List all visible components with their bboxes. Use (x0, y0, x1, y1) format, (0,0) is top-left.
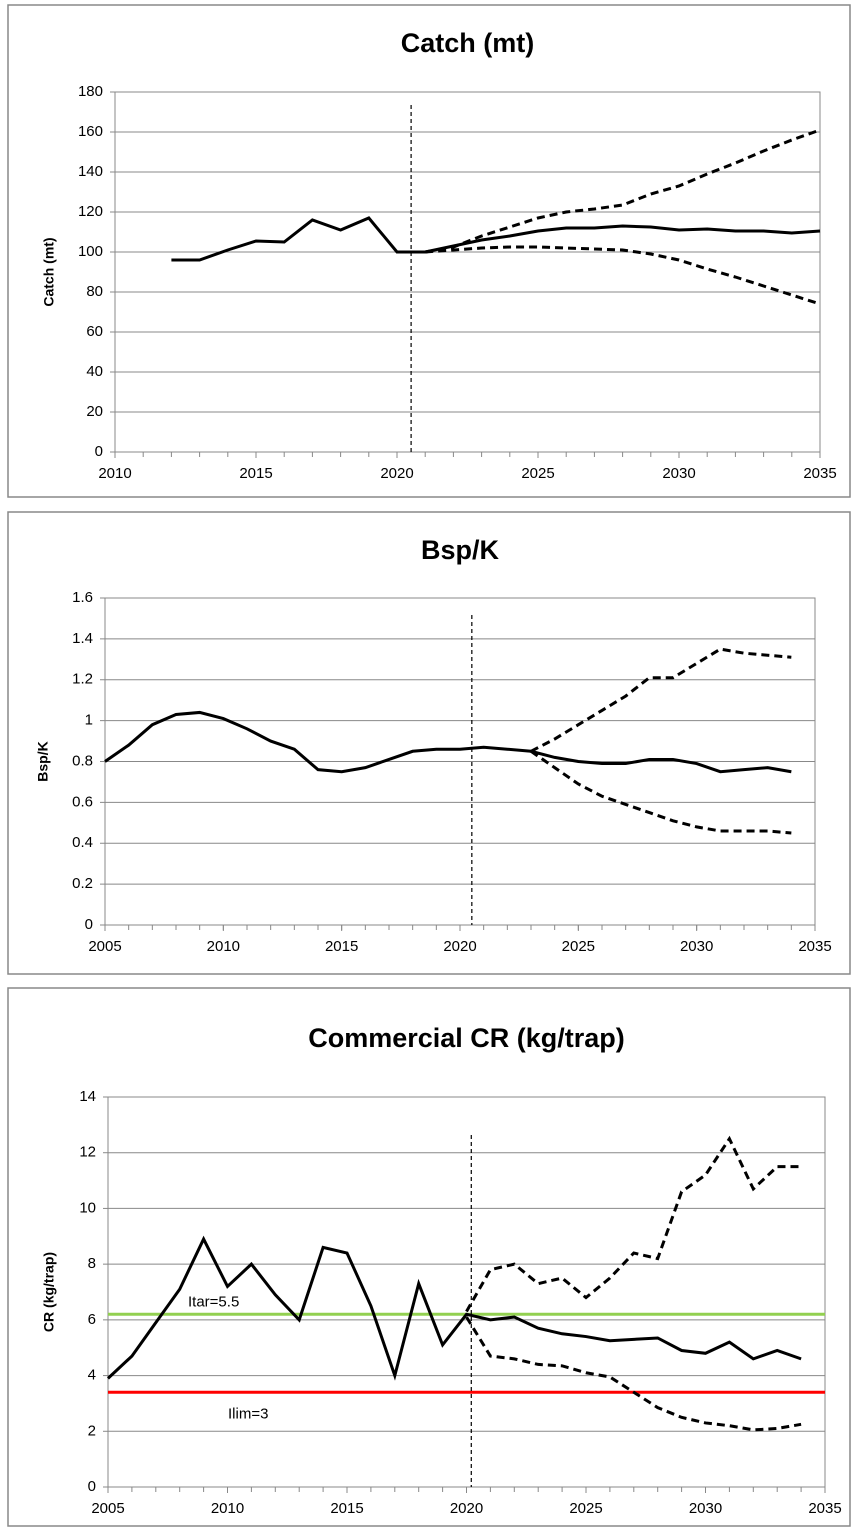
series-line (171, 216, 821, 262)
x-tick-label: 2035 (798, 938, 831, 955)
y-tick-label: 80 (86, 283, 103, 300)
x-tick-label: 2030 (680, 938, 713, 955)
y-tick-label: 1.6 (72, 589, 93, 606)
series-line (424, 128, 821, 254)
series-line (425, 245, 821, 306)
series-line (465, 1135, 802, 1313)
chart-title: Bsp/K (421, 535, 500, 565)
y-tick-label: 14 (79, 1088, 96, 1105)
x-tick-label: 2025 (569, 1500, 602, 1517)
x-tick-label: 2035 (808, 1500, 841, 1517)
y-tick-label: 120 (78, 203, 103, 220)
y-axis-label: CR (kg/trap) (41, 1252, 57, 1332)
y-tick-label: 0.2 (72, 875, 93, 892)
plot-frame (114, 91, 821, 453)
y-axis-label: Bsp/K (35, 741, 51, 781)
x-tick-label: 2025 (521, 465, 554, 482)
x-tick-label: 2005 (88, 938, 121, 955)
x-tick-label: 2010 (98, 465, 131, 482)
x-tick-label: 2020 (380, 465, 413, 482)
x-tick-label: 2030 (689, 1500, 722, 1517)
panel-border (7, 511, 851, 975)
y-tick-label: 0.8 (72, 752, 93, 769)
reference-label: Ilim=3 (228, 1405, 268, 1422)
chart-title: Commercial CR (kg/trap) (308, 1023, 625, 1053)
x-tick-label: 2005 (91, 1500, 124, 1517)
y-tick-label: 0.4 (72, 834, 93, 851)
y-tick-label: 180 (78, 83, 103, 100)
y-tick-label: 4 (88, 1367, 96, 1384)
y-tick-label: 6 (88, 1311, 96, 1328)
x-tick-label: 2010 (207, 938, 240, 955)
chart-title: Catch (mt) (401, 28, 535, 58)
y-tick-label: 8 (88, 1255, 96, 1272)
y-tick-label: 20 (86, 403, 103, 420)
x-tick-label: 2020 (450, 1500, 483, 1517)
y-tick-label: 12 (79, 1144, 96, 1161)
y-tick-label: 0 (95, 443, 103, 460)
series-line (530, 647, 792, 753)
y-tick-label: 160 (78, 123, 103, 140)
y-tick-label: 1.4 (72, 630, 93, 647)
y-tick-label: 2 (88, 1422, 96, 1439)
panel-border (7, 4, 851, 498)
reference-label: Itar=5.5 (188, 1293, 239, 1310)
y-tick-label: 10 (79, 1199, 96, 1216)
x-tick-label: 2030 (662, 465, 695, 482)
x-tick-label: 2020 (443, 938, 476, 955)
x-tick-label: 2015 (239, 465, 272, 482)
series-line (104, 710, 792, 774)
series-line (530, 750, 792, 835)
x-tick-label: 2015 (325, 938, 358, 955)
x-tick-label: 2010 (211, 1500, 244, 1517)
x-tick-label: 2025 (562, 938, 595, 955)
series-line (465, 1316, 802, 1432)
series-line (106, 1235, 802, 1381)
y-tick-label: 140 (78, 163, 103, 180)
y-tick-label: 1.2 (72, 671, 93, 688)
y-tick-label: 40 (86, 363, 103, 380)
y-tick-label: 0 (85, 916, 93, 933)
y-axis-label: Catch (mt) (41, 237, 57, 306)
panel-border (7, 987, 851, 1527)
y-tick-label: 0 (88, 1478, 96, 1495)
y-tick-label: 60 (86, 323, 103, 340)
y-tick-label: 1 (85, 712, 93, 729)
y-tick-label: 100 (78, 243, 103, 260)
x-tick-label: 2015 (330, 1500, 363, 1517)
x-tick-label: 2035 (803, 465, 836, 482)
y-tick-label: 0.6 (72, 793, 93, 810)
